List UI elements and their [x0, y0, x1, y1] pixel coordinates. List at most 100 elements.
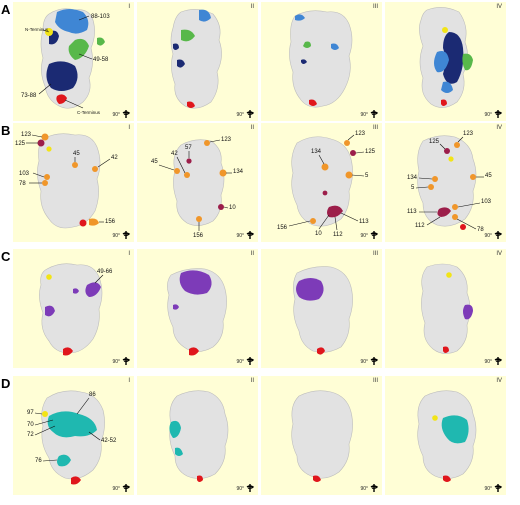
rotation-label: 90°: [484, 112, 492, 118]
label-49-58: 49-58: [93, 57, 109, 63]
protein-model: 123 125 45 42 103 78 156: [15, 132, 118, 229]
panel-d-iii: III 90°: [261, 376, 382, 495]
epitope-49-66: [45, 305, 55, 317]
n-terminus-region: [46, 146, 52, 152]
protein-model: 97 86 70 72 42-52 76: [27, 390, 117, 485]
rotation-label: 90°: [236, 233, 244, 239]
c-terminus-region: [79, 219, 87, 227]
label-113: 113: [407, 209, 417, 215]
label-78: 78: [19, 181, 26, 187]
region-49-58: [181, 29, 195, 42]
panel-numeral: IV: [496, 251, 502, 257]
rotation-icon: [370, 231, 379, 239]
rotation-icon: [246, 357, 255, 365]
c-terminus-region: [460, 224, 466, 230]
label-45: 45: [73, 151, 80, 157]
label-45: 45: [151, 159, 158, 165]
c-terminus-region: [443, 346, 449, 353]
rotation-label: 90°: [484, 359, 492, 365]
label-123: 123: [21, 132, 32, 138]
label-42: 42: [111, 155, 118, 161]
label-45: 45: [485, 173, 492, 179]
rotation-icon: [494, 484, 503, 492]
panel-d-ii: II 90°: [137, 376, 258, 495]
protein-model: [417, 390, 477, 482]
pointer-line: [318, 154, 325, 165]
protein-surface: [421, 263, 471, 354]
epitope-residue: [44, 174, 50, 180]
pointer-line: [158, 164, 175, 171]
panel-a-ii: II 90°: [137, 2, 258, 121]
rotation-label: 90°: [360, 486, 368, 492]
label-103: 103: [19, 171, 30, 177]
n-terminus-region: [432, 415, 438, 421]
panel-numeral: II: [250, 4, 254, 10]
epitope-49-66: [85, 282, 101, 297]
c-terminus-region: [443, 475, 451, 482]
row-letter-c: C: [1, 249, 11, 264]
protein-model: 125 123 45 134 5 103 113 112 78: [407, 131, 492, 233]
epitope-residue: [174, 168, 180, 174]
label-134: 134: [233, 169, 244, 175]
n-terminus-region: [448, 156, 454, 162]
protein-surface: [167, 268, 227, 352]
protein-surface: [291, 390, 353, 479]
pointer-line: [415, 186, 429, 189]
pointer-line: [42, 29, 50, 33]
protein-surface: [293, 266, 353, 353]
c-terminus-region: [309, 99, 317, 106]
region-49-58: [303, 41, 311, 48]
epitope-residue: [428, 184, 434, 190]
panel-d-i: I 97 86 70 72 42-52 76 90°: [13, 376, 134, 495]
label-156: 156: [277, 225, 288, 231]
epitope-residue: [454, 142, 460, 148]
epitope-residue: [452, 204, 458, 210]
epitope-residue: [452, 214, 458, 220]
label-5: 5: [365, 173, 369, 179]
pointer-line: [318, 214, 330, 230]
pointer-line: [42, 459, 58, 462]
pointer-line: [223, 206, 229, 209]
n-terminus-region: [446, 272, 452, 278]
rotation-label: 90°: [484, 233, 492, 239]
rotation-icon: [370, 484, 379, 492]
row-letter-b: B: [1, 123, 11, 138]
pointer-line: [38, 83, 52, 95]
label-42: 42: [171, 151, 178, 157]
panel-b-i: I 123 125 45 42 103 78 156 90°: [13, 123, 134, 242]
epitope-residue: [92, 166, 98, 172]
epitope-residue: [89, 218, 99, 226]
pointer-line: [334, 216, 338, 231]
c-terminus-region: [56, 94, 67, 104]
epitope-residue-dark: [327, 205, 343, 218]
label-123: 123: [221, 137, 232, 143]
epitope-residue: [41, 133, 49, 141]
region-88-103: [295, 14, 305, 21]
row-letter-a: A: [1, 2, 11, 17]
rotation-label: 90°: [112, 486, 120, 492]
label-n-terminus: N-Terminus: [25, 27, 49, 32]
label-78: 78: [477, 227, 484, 233]
n-terminus-region: [42, 411, 48, 417]
panel-numeral: IV: [496, 4, 502, 10]
epitope-49-66: [73, 288, 79, 294]
panel-numeral: III: [372, 251, 378, 257]
protein-model: 49-66: [39, 263, 113, 356]
label-103: 103: [481, 199, 492, 205]
rotation-icon: [494, 357, 503, 365]
rotation-label: 90°: [484, 486, 492, 492]
region-49-58: [462, 53, 473, 71]
epitope-residue: [42, 180, 48, 186]
panel-numeral: II: [250, 125, 254, 131]
c-terminus-region: [197, 475, 203, 482]
panel-d-iv: IV 90°: [385, 376, 506, 495]
protein-model: [167, 268, 227, 356]
epitope-residue: [345, 171, 353, 179]
epitope-49-66: [179, 270, 212, 295]
pointer-line: [78, 53, 93, 60]
region-73-88: [177, 59, 185, 68]
epitope-residue: [432, 176, 438, 182]
panel-numeral: I: [128, 378, 130, 384]
panel-numeral: I: [128, 4, 130, 10]
label-86: 86: [89, 392, 96, 398]
